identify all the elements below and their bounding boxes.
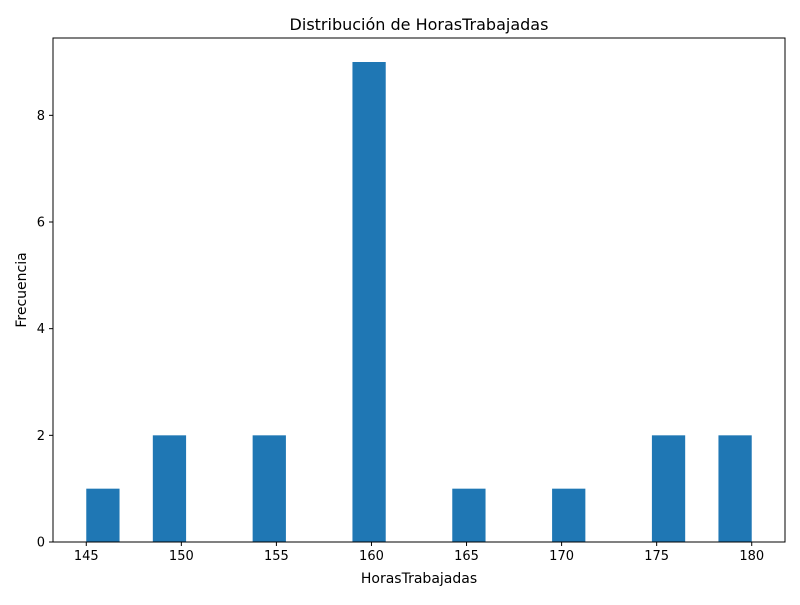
x-tick-label: 160 [359,549,384,564]
histogram-bar [452,488,486,542]
x-axis-label: HorasTrabajadas [361,571,477,587]
y-tick-label: 4 [37,322,45,337]
histogram-bar [552,488,586,542]
x-tick-label: 170 [549,549,574,564]
y-tick-label: 6 [37,216,45,231]
y-tick-label: 2 [37,429,45,444]
histogram-bar [651,435,686,542]
histogram-bar [86,488,120,542]
x-ticks-group: 145 150 155 160 165 170 175 180 [74,542,764,564]
x-tick-label: 165 [454,549,479,564]
x-tick-label: 155 [264,549,289,564]
x-tick-label: 180 [739,549,764,564]
y-axis-label: Frecuencia [14,252,30,327]
x-tick-label: 145 [74,549,99,564]
histogram-bar [718,435,752,542]
chart-title: Distribución de HorasTrabajadas [290,15,549,34]
y-tick-label: 0 [37,536,45,551]
bars-group [86,62,752,542]
y-ticks-group: 0 2 4 6 8 [37,109,53,551]
plot-frame [52,37,786,543]
histogram-bar [352,62,386,542]
x-tick-label: 150 [169,549,194,564]
histogram-bar [152,435,187,542]
x-tick-label: 175 [644,549,669,564]
histogram-bar [252,435,286,542]
y-tick-label: 8 [37,109,45,124]
